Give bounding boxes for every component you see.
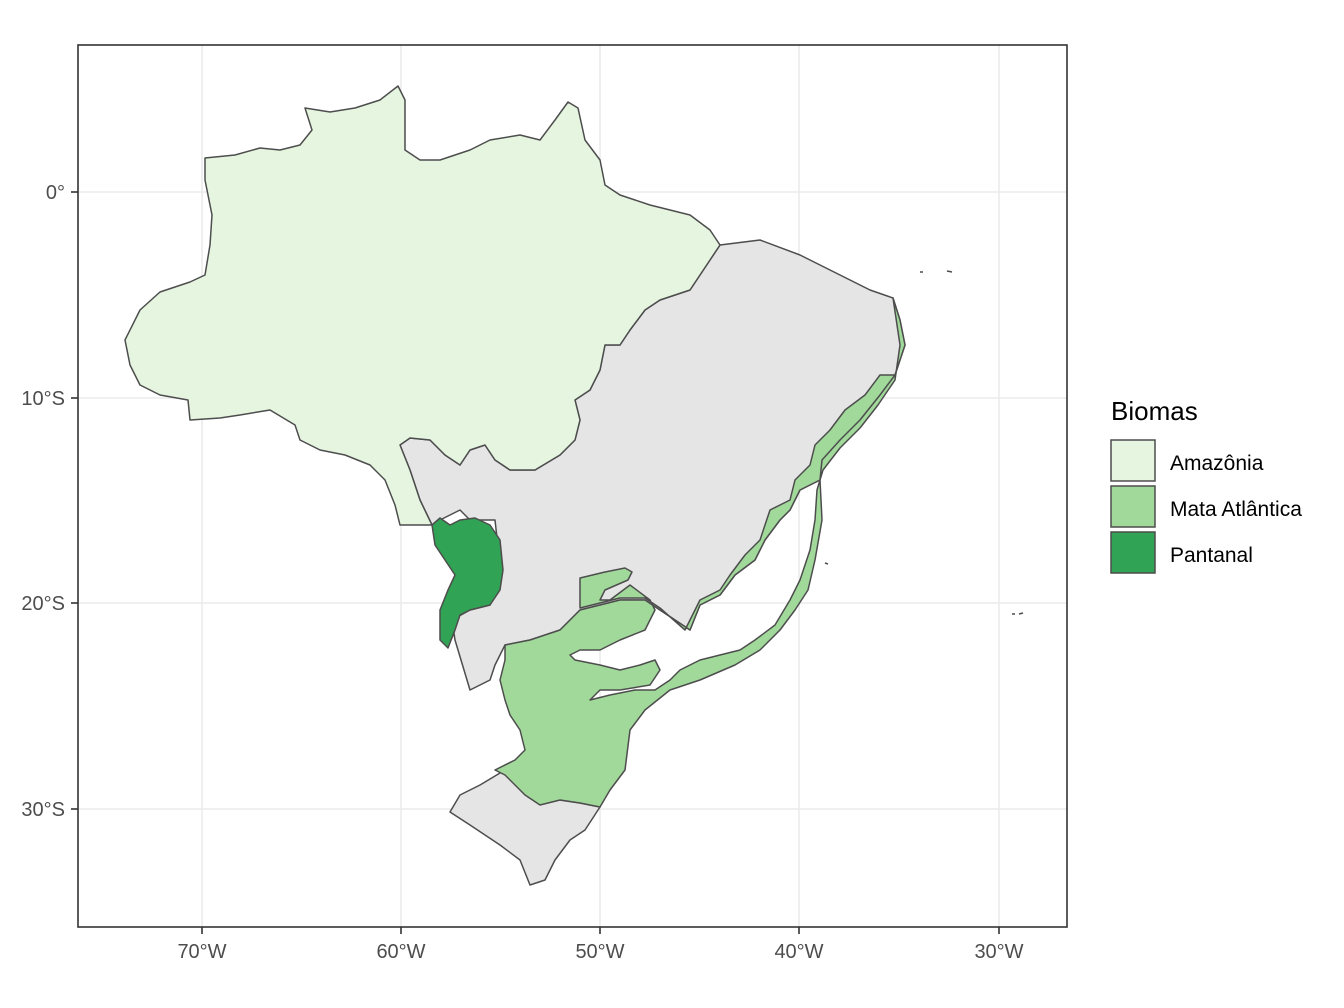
region-amazonia[interactable] <box>124 85 721 526</box>
legend-key-amazonia[interactable] <box>1110 439 1156 482</box>
legend-label-mata-atlantica: Mata Atlântica <box>1170 498 1302 521</box>
x-tick-label: 30°W <box>974 941 1023 963</box>
panel-border <box>77 44 1068 928</box>
axis-ticks <box>71 191 1000 934</box>
region-mata-atlantica[interactable] <box>494 297 906 808</box>
legend-label-amazonia: Amazônia <box>1170 452 1264 475</box>
island-abrolhos <box>824 562 829 565</box>
region-pantanal[interactable] <box>431 517 504 649</box>
x-tick-label: 50°W <box>575 941 624 963</box>
x-tick-label: 40°W <box>774 941 823 963</box>
legend-label-pantanal: Pantanal <box>1170 544 1253 567</box>
islands <box>824 270 1024 615</box>
y-tick-label: 0° <box>46 182 65 204</box>
island-fernando-de-noronha <box>946 270 953 273</box>
y-tick-label: 10°S <box>21 388 65 410</box>
legend-title: Biomas <box>1111 396 1198 426</box>
y-tick-label: 30°S <box>21 799 65 821</box>
x-tick-label: 60°W <box>376 941 425 963</box>
y-tick-label: 20°S <box>21 593 65 615</box>
legend: Biomas Amazônia Mata Atlântica Pantanal <box>1110 396 1302 574</box>
legend-key-mata-atlantica[interactable] <box>1110 485 1156 528</box>
legend-key-pantanal[interactable] <box>1110 531 1156 574</box>
x-tick-label: 70°W <box>177 941 226 963</box>
island-martim-vaz <box>1018 612 1024 615</box>
